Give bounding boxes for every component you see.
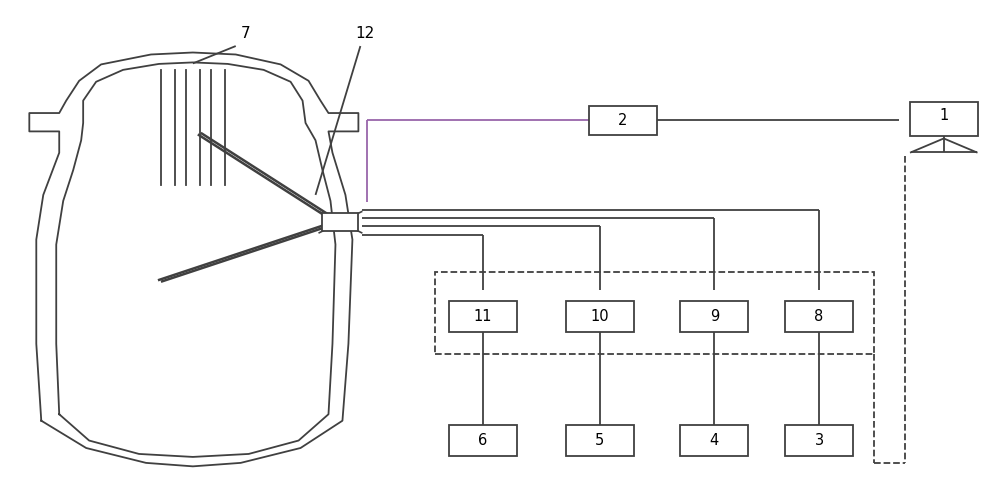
- Text: 3: 3: [815, 433, 824, 448]
- Bar: [449, 301, 517, 332]
- Text: 9: 9: [710, 309, 719, 324]
- Text: 7: 7: [241, 26, 251, 41]
- Text: 6: 6: [478, 433, 488, 448]
- Text: 1: 1: [939, 108, 948, 123]
- Bar: [785, 426, 853, 456]
- Text: 8: 8: [814, 309, 824, 324]
- Bar: [566, 301, 634, 332]
- Text: 11: 11: [474, 309, 492, 324]
- Bar: [435, 272, 874, 354]
- Bar: [785, 301, 853, 332]
- Bar: [589, 106, 657, 135]
- Text: 10: 10: [590, 309, 609, 324]
- Bar: [449, 426, 517, 456]
- Text: 12: 12: [356, 26, 375, 41]
- Bar: [680, 426, 748, 456]
- Bar: [322, 213, 358, 231]
- Bar: [680, 301, 748, 332]
- Bar: [566, 426, 634, 456]
- Text: 4: 4: [710, 433, 719, 448]
- Text: 2: 2: [618, 113, 627, 128]
- Bar: [910, 102, 978, 136]
- Text: 5: 5: [595, 433, 604, 448]
